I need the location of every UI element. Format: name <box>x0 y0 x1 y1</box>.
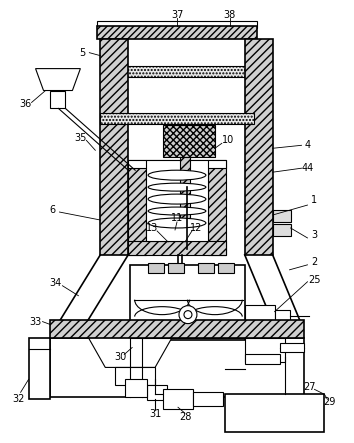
Bar <box>275 310 290 322</box>
Bar <box>193 392 223 406</box>
Text: 25: 25 <box>308 275 321 285</box>
Text: 6: 6 <box>50 205 56 215</box>
Circle shape <box>179 306 197 323</box>
Polygon shape <box>35 69 80 90</box>
Bar <box>128 241 226 255</box>
Text: 29: 29 <box>323 397 336 407</box>
Text: 12: 12 <box>190 223 202 233</box>
Text: 36: 36 <box>19 100 32 109</box>
Bar <box>51 338 304 397</box>
Bar <box>51 90 65 109</box>
Bar <box>125 379 147 397</box>
Ellipse shape <box>148 218 206 228</box>
Bar <box>146 160 208 241</box>
Ellipse shape <box>148 194 206 204</box>
Text: 31: 31 <box>149 409 161 419</box>
Text: 33: 33 <box>29 317 42 326</box>
Bar <box>97 21 257 28</box>
Bar <box>100 66 254 77</box>
Text: 4: 4 <box>304 140 310 150</box>
Bar <box>273 224 291 236</box>
Text: 2: 2 <box>311 257 318 267</box>
Text: 1: 1 <box>312 195 318 205</box>
Text: 10: 10 <box>222 135 234 145</box>
Bar <box>198 263 214 273</box>
Bar <box>115 367 155 385</box>
Text: 11: 11 <box>171 213 183 223</box>
Bar <box>273 210 291 222</box>
Circle shape <box>184 311 192 319</box>
Bar <box>130 327 245 338</box>
Text: 38: 38 <box>224 10 236 20</box>
Polygon shape <box>88 338 172 367</box>
Bar <box>51 319 304 338</box>
Bar <box>225 394 324 432</box>
Bar <box>147 385 167 400</box>
Text: 27: 27 <box>303 382 316 392</box>
Ellipse shape <box>148 170 206 180</box>
Bar <box>100 113 254 124</box>
Text: 32: 32 <box>12 394 25 404</box>
Text: 13: 13 <box>146 223 158 233</box>
Bar <box>148 263 164 273</box>
Bar <box>128 160 146 255</box>
Bar <box>245 305 275 326</box>
Text: 44: 44 <box>301 163 314 173</box>
Bar <box>208 160 226 255</box>
Bar <box>97 26 257 39</box>
Bar <box>245 39 273 255</box>
Text: 5: 5 <box>79 48 86 58</box>
Bar <box>245 354 280 365</box>
Bar <box>130 265 245 339</box>
Bar <box>245 338 285 362</box>
Text: 3: 3 <box>312 230 318 240</box>
Text: 34: 34 <box>49 278 62 288</box>
Bar <box>168 263 184 273</box>
Bar <box>180 157 190 219</box>
Ellipse shape <box>148 183 206 191</box>
Bar <box>218 263 234 273</box>
Text: 37: 37 <box>171 10 183 20</box>
Text: 35: 35 <box>74 133 87 144</box>
Bar <box>163 125 215 157</box>
Text: 30: 30 <box>114 353 126 362</box>
Bar <box>29 338 51 399</box>
Bar <box>280 342 304 353</box>
Bar <box>100 39 128 255</box>
Bar <box>163 389 193 409</box>
Bar <box>128 160 226 168</box>
Ellipse shape <box>148 207 206 215</box>
Text: 28: 28 <box>179 412 191 422</box>
